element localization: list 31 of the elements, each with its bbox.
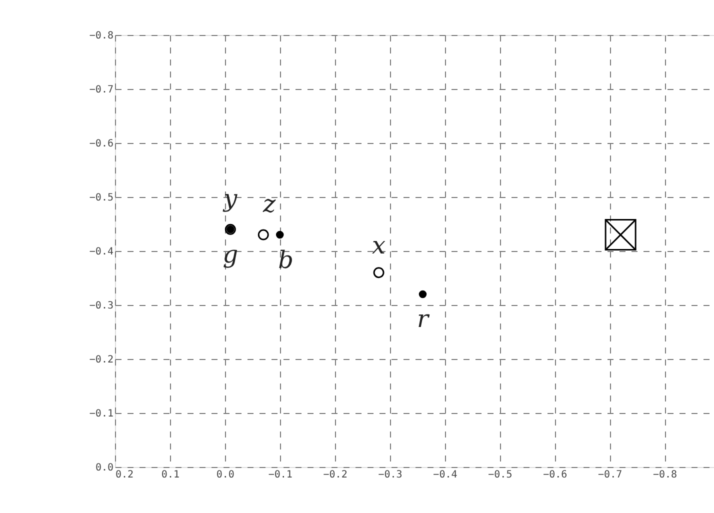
y-tick-label: −0.8 (89, 30, 114, 42)
annotation: g (222, 240, 238, 268)
annotation: z (262, 190, 276, 218)
x-tick-label: −0.8 (652, 470, 678, 480)
point (258, 229, 269, 240)
annotation: r (417, 305, 430, 334)
x-tick-label: 0.1 (161, 470, 180, 480)
y-tick-label: −0.6 (89, 138, 114, 150)
y-tick-label: −0.2 (89, 354, 114, 366)
y-tick-label: −0.5 (89, 192, 114, 204)
y-tick-label: −0.7 (89, 84, 114, 96)
x-tick-label: −0.7 (598, 470, 622, 480)
x-tick-label: −0.3 (378, 470, 402, 480)
point (418, 290, 427, 298)
x-tick-label: −0.6 (543, 470, 568, 480)
x-tick-label: 0.2 (116, 470, 134, 480)
y-tick-label: −0.1 (89, 408, 114, 420)
x-tick-label: −0.5 (488, 470, 512, 480)
x-tick-label: −0.1 (268, 470, 292, 480)
annotation: x (372, 232, 386, 260)
point (373, 267, 384, 278)
x-tick-label: −0.2 (323, 470, 348, 480)
x-tick-label: −0.4 (433, 470, 458, 480)
annotation: b (278, 246, 294, 274)
annotation: y (222, 184, 238, 212)
y-tick-label: −0.4 (89, 246, 114, 258)
x-tick-label: 0.0 (216, 470, 234, 480)
y-tick-label: 0.0 (95, 462, 114, 474)
point (276, 230, 284, 239)
point (604, 219, 636, 251)
y-tick-label: −0.3 (89, 300, 114, 312)
